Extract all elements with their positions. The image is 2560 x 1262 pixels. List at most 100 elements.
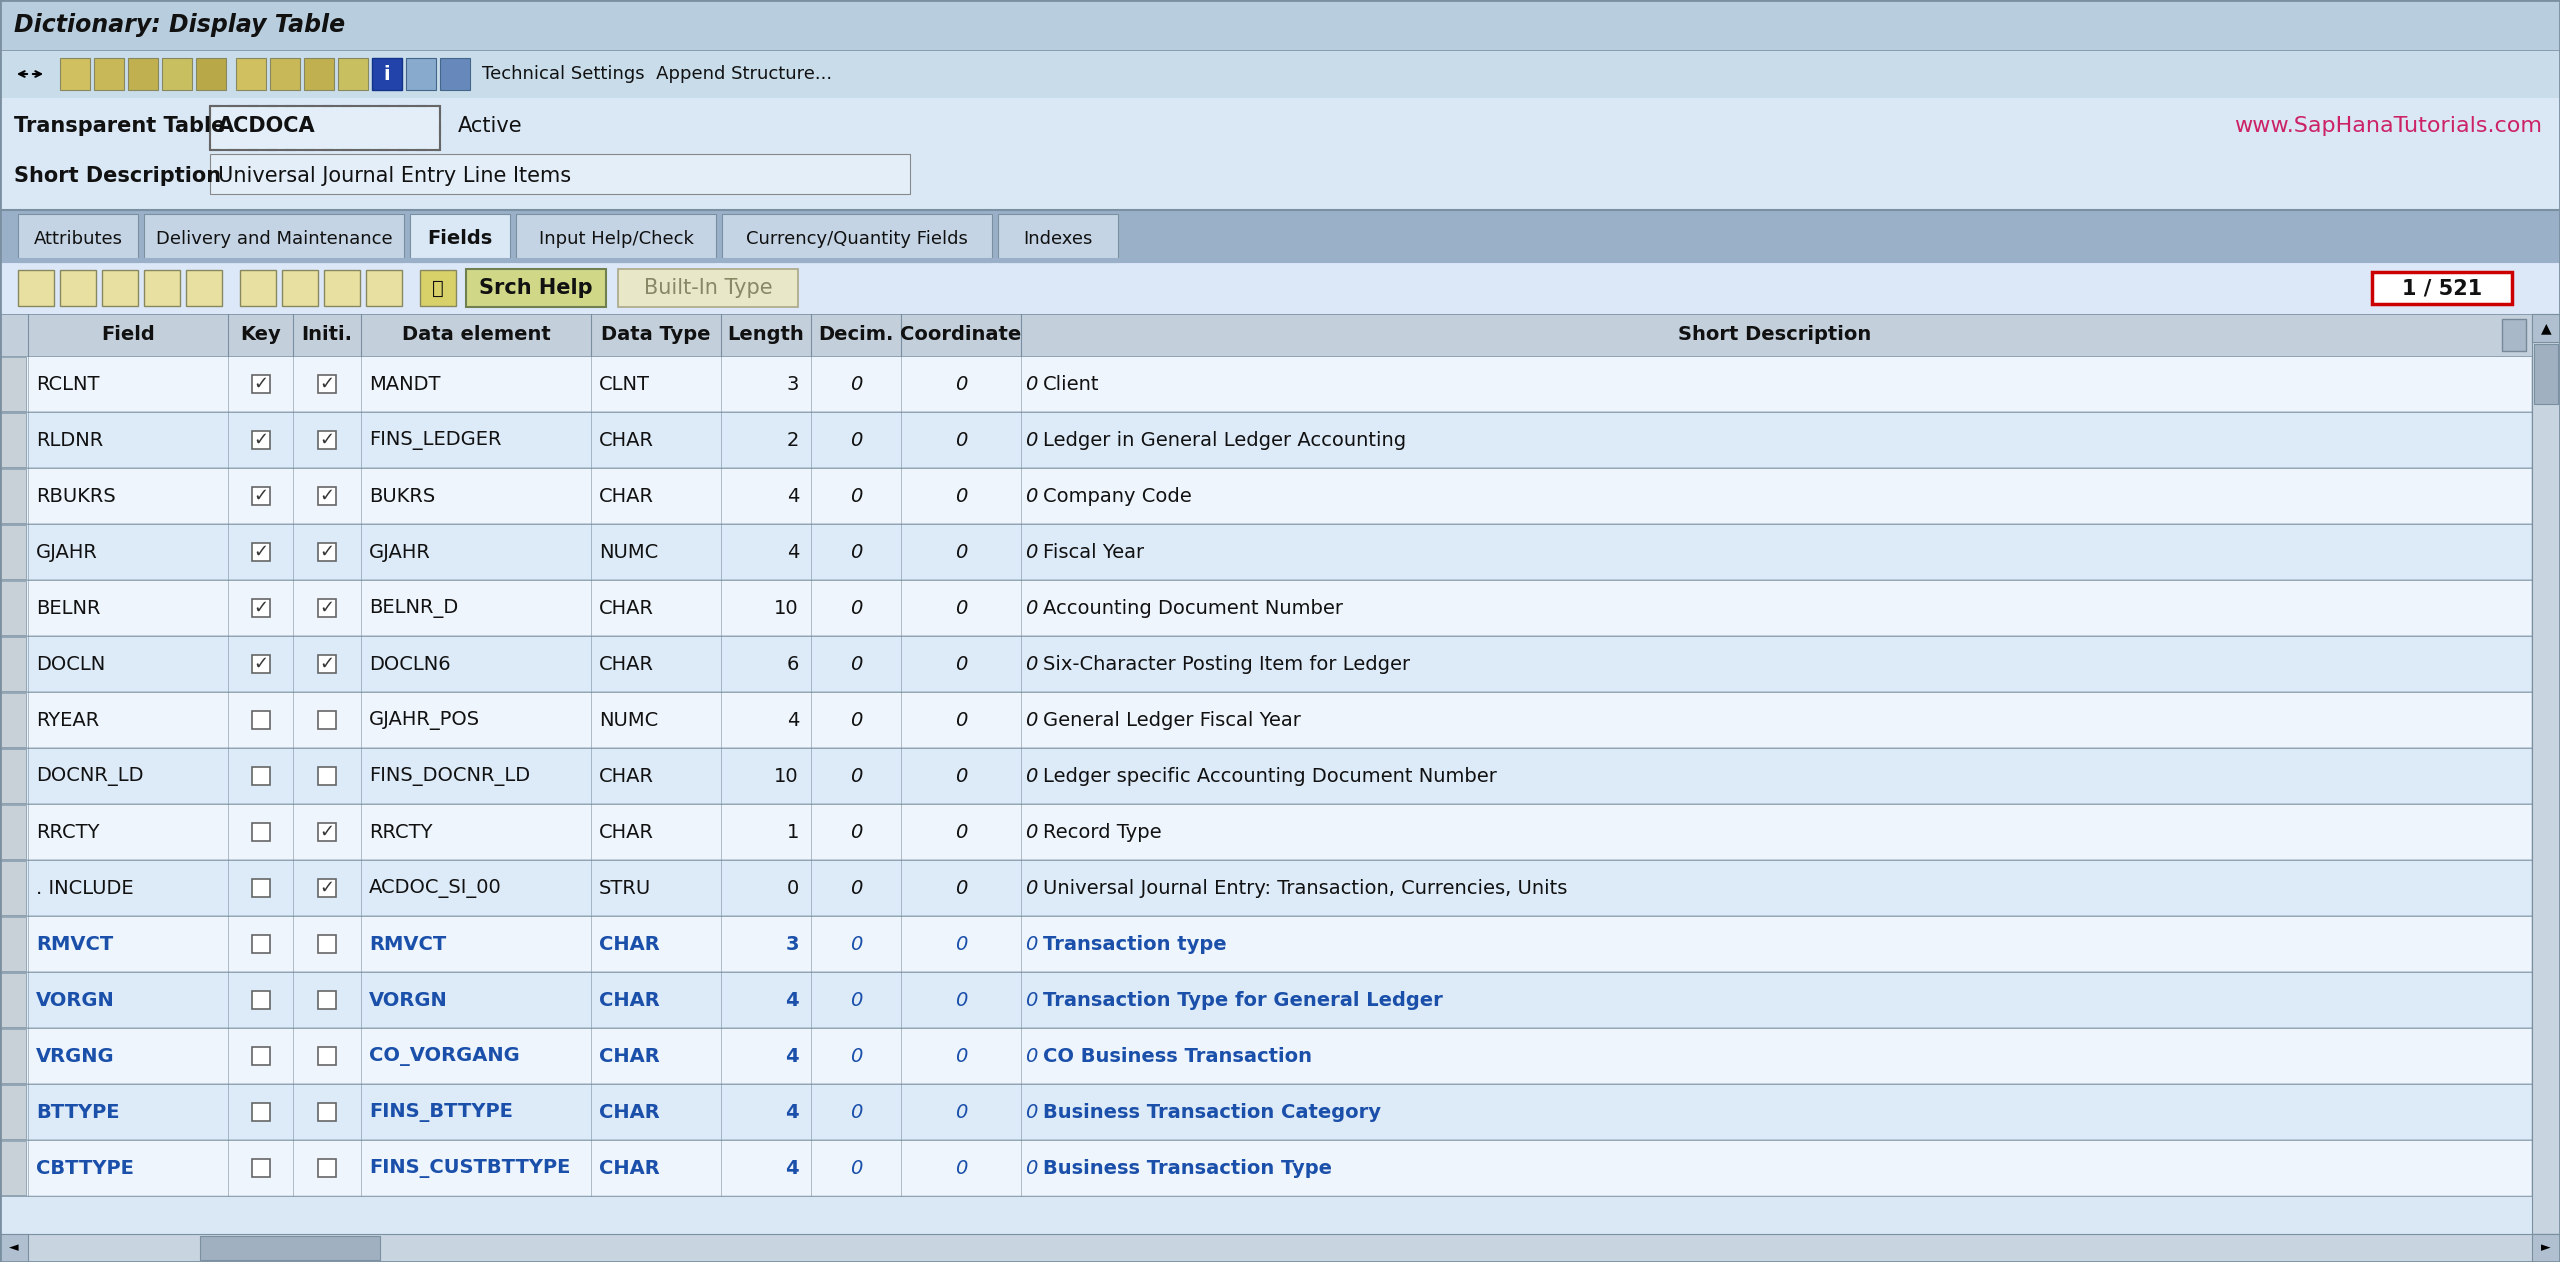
Text: ✓: ✓ (253, 543, 269, 562)
Text: DOCLN: DOCLN (36, 655, 105, 674)
Text: 0: 0 (955, 655, 968, 674)
Bar (317, 880, 335, 897)
Bar (0, 750, 26, 803)
Text: . INCLUDE: . INCLUDE (36, 878, 133, 897)
Text: CHAR: CHAR (599, 766, 653, 785)
Text: 0: 0 (1024, 766, 1037, 785)
Bar (0, 1234, 2560, 1262)
Text: 0: 0 (1024, 486, 1037, 506)
Bar (0, 693, 26, 747)
Text: 0: 0 (1024, 991, 1037, 1010)
Text: Accounting Document Number: Accounting Document Number (1042, 598, 1344, 617)
Bar (0, 804, 2532, 859)
Bar (0, 1140, 2532, 1196)
Text: CLNT: CLNT (599, 375, 650, 394)
Text: BUKRS: BUKRS (369, 486, 435, 506)
Bar (0, 314, 2532, 356)
Text: 4: 4 (786, 1159, 799, 1177)
Bar (0, 524, 2532, 581)
Bar (317, 711, 335, 729)
Bar (0, 1085, 26, 1140)
Bar (722, 215, 993, 262)
Text: 0: 0 (955, 430, 968, 449)
Text: 4: 4 (786, 486, 799, 506)
Text: Dictionary: Display Table: Dictionary: Display Table (13, 13, 346, 37)
Text: CHAR: CHAR (599, 430, 653, 449)
Text: Initi.: Initi. (302, 326, 353, 345)
Bar (0, 50, 2560, 98)
Text: BTTYPE: BTTYPE (36, 1103, 120, 1122)
Text: Input Help/Check: Input Help/Check (538, 230, 694, 249)
Bar (0, 468, 2532, 524)
Text: FINS_BTTYPE: FINS_BTTYPE (369, 1103, 512, 1122)
Text: 0: 0 (1024, 1103, 1037, 1122)
Text: Transparent Table: Transparent Table (13, 116, 225, 136)
Bar (317, 375, 335, 392)
Text: ►: ► (2542, 1242, 2550, 1254)
Text: Fiscal Year: Fiscal Year (1042, 543, 1144, 562)
Bar (0, 916, 2532, 972)
Text: 3: 3 (786, 375, 799, 394)
Bar (617, 269, 799, 307)
Bar (2534, 345, 2557, 404)
Text: RBUKRS: RBUKRS (36, 486, 115, 506)
Text: DOCNR_LD: DOCNR_LD (36, 766, 143, 785)
Bar (517, 215, 717, 262)
Text: Indexes: Indexes (1024, 230, 1093, 249)
Text: 0: 0 (850, 766, 863, 785)
Text: 1 / 521: 1 / 521 (2401, 278, 2483, 298)
Bar (317, 991, 335, 1010)
Text: 3: 3 (786, 934, 799, 954)
Text: 0: 0 (850, 543, 863, 562)
Bar (0, 469, 26, 522)
Text: ✓: ✓ (253, 487, 269, 505)
Text: 0: 0 (955, 1103, 968, 1122)
Text: Short Description: Short Description (1677, 326, 1871, 345)
Text: RRCTY: RRCTY (36, 823, 100, 842)
Bar (251, 1047, 269, 1065)
Text: 0: 0 (1024, 1159, 1037, 1177)
Text: CO Business Transaction: CO Business Transaction (1042, 1046, 1313, 1065)
Text: 0: 0 (955, 878, 968, 897)
Bar (241, 270, 276, 305)
Bar (0, 209, 2560, 262)
Text: 0: 0 (1024, 878, 1037, 897)
Text: 0: 0 (850, 1046, 863, 1065)
Bar (0, 525, 26, 579)
Text: ACDOC_SI_00: ACDOC_SI_00 (369, 878, 502, 897)
Text: Key: Key (241, 326, 282, 345)
Text: 10: 10 (773, 766, 799, 785)
Text: 4: 4 (786, 991, 799, 1010)
Text: CHAR: CHAR (599, 1103, 660, 1122)
Text: Fields: Fields (428, 230, 492, 249)
Bar (0, 411, 2532, 468)
Bar (0, 1234, 28, 1262)
Bar (102, 270, 138, 305)
Text: CHAR: CHAR (599, 598, 653, 617)
Text: MANDT: MANDT (369, 375, 440, 394)
Text: ACDOCA: ACDOCA (218, 116, 315, 136)
Text: 10: 10 (773, 598, 799, 617)
Bar (0, 972, 2532, 1029)
Bar (161, 58, 192, 90)
Bar (251, 767, 269, 785)
Text: Built-In Type: Built-In Type (643, 278, 773, 298)
Text: 0: 0 (1024, 543, 1037, 562)
Text: CBTTYPE: CBTTYPE (36, 1159, 133, 1177)
Text: VORGN: VORGN (36, 991, 115, 1010)
Text: 0: 0 (850, 655, 863, 674)
Text: 0: 0 (850, 598, 863, 617)
Text: ✓: ✓ (253, 432, 269, 449)
Bar (0, 1029, 26, 1083)
Text: 4: 4 (786, 1046, 799, 1065)
Bar (251, 991, 269, 1010)
Text: 0: 0 (955, 711, 968, 729)
Text: ✓: ✓ (253, 599, 269, 617)
Text: 0: 0 (1024, 375, 1037, 394)
Bar (210, 154, 909, 194)
Text: Universal Journal Entry: Transaction, Currencies, Units: Universal Journal Entry: Transaction, Cu… (1042, 878, 1567, 897)
Text: General Ledger Fiscal Year: General Ledger Fiscal Year (1042, 711, 1300, 729)
Text: i: i (384, 64, 389, 83)
Bar (366, 270, 402, 305)
Bar (317, 1159, 335, 1177)
